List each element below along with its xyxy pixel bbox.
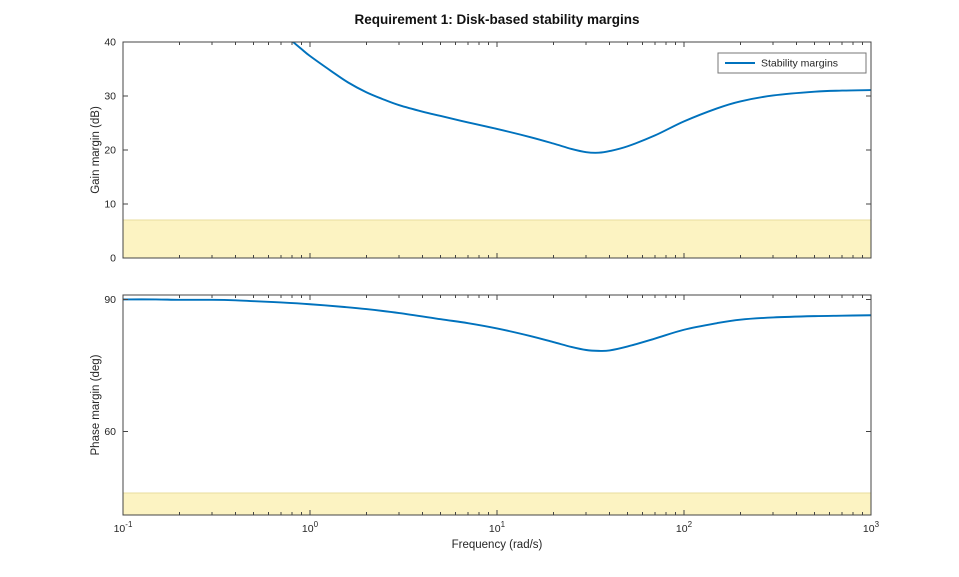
- y-tick-label: 30: [104, 91, 116, 103]
- y-tick-label: 60: [104, 426, 116, 438]
- stability-margins-curve: [123, 298, 871, 352]
- requirement-region: [123, 493, 871, 515]
- y-tick-label: 0: [110, 253, 116, 265]
- legend-box: [717, 52, 867, 74]
- legend-label: Stability margins: [761, 58, 838, 70]
- x-tick-label: 10-1: [114, 520, 133, 535]
- stability-margins-curve: [291, 42, 871, 154]
- phase-margin-plot: 10-1 100 101 102 103 60 90: [104, 294, 879, 535]
- y-tick-label: 10: [104, 199, 116, 211]
- y-tick-label: 90: [104, 294, 116, 306]
- tick-marks: [122, 41, 872, 259]
- x-tick-label: 101: [489, 520, 506, 535]
- y-tick-label: 20: [104, 145, 116, 157]
- frequency-xlabel: Frequency (rad/s): [451, 539, 543, 551]
- gain-margin-plot: 0 10 20 30 40 Stability margins: [104, 37, 872, 265]
- requirement-region: [123, 220, 871, 258]
- tick-marks: [122, 295, 872, 515]
- y-tick-label: 40: [104, 37, 116, 49]
- figure-title: Requirement 1: Disk-based stability marg…: [354, 12, 640, 27]
- x-tick-label: 103: [863, 520, 880, 535]
- legend[interactable]: Stability margins: [717, 52, 867, 74]
- x-tick-label: 102: [676, 520, 693, 535]
- x-tick-label: 100: [302, 520, 319, 535]
